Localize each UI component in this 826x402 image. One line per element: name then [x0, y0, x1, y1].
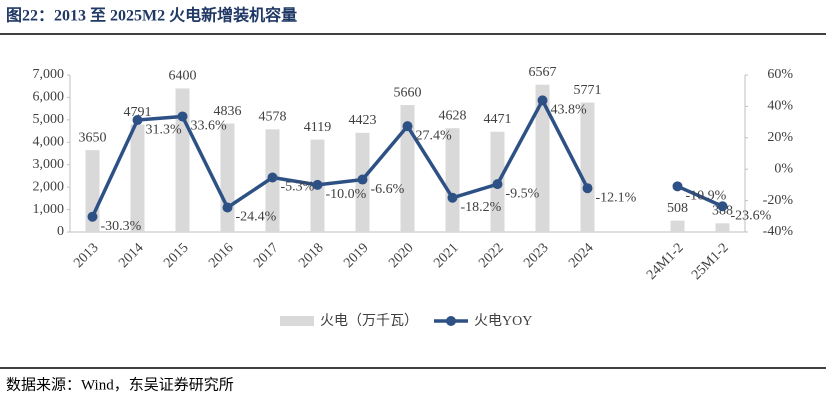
bar-label: 6567 — [529, 65, 557, 80]
line-label: -5.3% — [281, 180, 315, 195]
bar-label: 4471 — [484, 112, 512, 127]
line-label: -9.5% — [506, 186, 540, 201]
y2-tick-label: 60% — [767, 67, 793, 82]
source: 数据来源：Wind，东吴证券研究所 — [6, 376, 234, 393]
bar — [580, 102, 595, 232]
y2-tick-label: -20% — [763, 193, 794, 208]
x-tick-label: 2023 — [521, 240, 551, 270]
bar-label: 4836 — [214, 104, 242, 119]
x-tick-label: 24M1-2 — [644, 240, 687, 283]
line-point — [492, 179, 503, 190]
line-point — [537, 95, 548, 106]
y-tick-label: 6,000 — [33, 90, 65, 105]
bar-label: 4791 — [124, 105, 152, 120]
y2-tick-label: 20% — [767, 130, 793, 145]
y2-tick-label: 0% — [774, 161, 793, 176]
line-point — [132, 115, 143, 126]
line-label: -10.9% — [686, 189, 727, 204]
line-point — [87, 211, 98, 222]
line-label: 31.3% — [146, 122, 183, 137]
line-label: -23.6% — [731, 208, 772, 223]
bar-label: 5660 — [394, 85, 422, 100]
line-point — [402, 121, 413, 132]
bar — [535, 84, 550, 232]
x-tick-label: 2015 — [161, 240, 191, 270]
y-tick-label: 4,000 — [33, 135, 65, 150]
line-label: -12.1% — [596, 190, 637, 205]
line — [90, 96, 724, 218]
x-tick-label: 2018 — [296, 240, 326, 270]
x-tick-label: 2013 — [71, 240, 101, 270]
bar-label: 4628 — [439, 108, 467, 123]
line-label: 33.6% — [191, 119, 228, 134]
x-tick-label: 25M1-2 — [689, 240, 732, 283]
y2-tick-label: 40% — [767, 99, 793, 114]
x-tick-label: 2014 — [116, 240, 146, 270]
bar-label: 6400 — [169, 69, 197, 84]
line-label: -30.3% — [101, 219, 142, 234]
line-point — [312, 179, 323, 190]
x-tick-label: 2022 — [476, 240, 506, 270]
legend-swatch — [446, 316, 456, 326]
bar — [715, 223, 730, 232]
y-tick-label: 3,000 — [33, 157, 65, 172]
chart-title: 图22：2013 至 2025M2 火电新增装机容量 — [6, 6, 297, 25]
bar-label: 3650 — [79, 130, 107, 145]
line-label: -18.2% — [461, 200, 502, 215]
line-point — [447, 192, 458, 203]
line-label: 27.4% — [416, 128, 453, 143]
x-tick-label: 2020 — [386, 240, 416, 270]
bar — [130, 124, 145, 232]
y-tick-label: 2,000 — [33, 179, 65, 194]
line-label: -6.6% — [371, 182, 405, 197]
bar-label: 5771 — [574, 83, 602, 98]
y-tick-label: 1,000 — [33, 202, 65, 217]
bar — [220, 123, 235, 232]
y-tick-label: 7,000 — [33, 67, 65, 82]
bar-label: 508 — [667, 201, 688, 216]
line-point — [222, 202, 233, 213]
line-label: -10.0% — [326, 187, 367, 202]
line-point — [717, 201, 728, 212]
bar-label: 4578 — [259, 110, 287, 125]
line-label: 43.8% — [551, 103, 588, 118]
bar-label: 4119 — [304, 120, 331, 135]
legend-label: 火电（万千瓦） — [320, 313, 418, 329]
line-point — [672, 181, 683, 192]
line-point — [177, 111, 188, 122]
x-tick-label: 2024 — [566, 240, 596, 270]
x-tick-label: 2017 — [251, 240, 281, 270]
line-point — [357, 174, 368, 185]
line-point — [267, 172, 278, 183]
y2-tick-label: -40% — [763, 224, 794, 239]
y-tick-label: 5,000 — [33, 112, 65, 127]
bar — [445, 128, 460, 232]
line-point — [582, 183, 593, 194]
legend-swatch — [280, 316, 314, 326]
x-tick-label: 2021 — [431, 240, 461, 270]
y-tick-label: 0 — [57, 224, 64, 239]
bar — [400, 105, 415, 232]
line-label: -24.4% — [236, 210, 277, 225]
bar — [670, 220, 685, 232]
legend-label: 火电YOY — [474, 313, 532, 329]
bar — [175, 88, 190, 232]
x-tick-label: 2016 — [206, 240, 236, 270]
bar-label: 4423 — [349, 113, 377, 128]
x-tick-label: 2019 — [341, 240, 371, 270]
